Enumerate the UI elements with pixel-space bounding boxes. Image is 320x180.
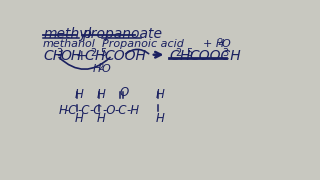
Text: methanol: methanol [43,39,96,49]
Text: -C: -C [77,104,90,117]
Text: 3: 3 [222,48,228,58]
Text: CH: CH [43,49,63,63]
Text: O: O [119,86,128,99]
Text: COOCH: COOCH [189,49,241,63]
Text: 2: 2 [90,48,97,58]
Text: 5: 5 [186,48,192,58]
Text: C: C [169,49,179,63]
Text: 2: 2 [176,48,182,58]
Text: H: H [97,112,106,125]
Text: H: H [97,88,106,101]
Text: propanoate: propanoate [82,27,162,41]
Text: -C: -C [90,104,102,117]
Text: H: H [75,88,84,101]
Text: +: + [76,49,87,63]
Text: methyl: methyl [43,27,92,41]
Text: 2: 2 [98,63,103,72]
Text: COOH: COOH [104,49,146,63]
Text: 2: 2 [218,38,223,47]
Text: H: H [93,64,101,74]
Text: H: H [156,88,164,101]
Text: H: H [156,112,164,125]
Text: -H: -H [127,104,140,117]
Text: H: H [59,104,68,117]
Text: C: C [84,49,94,63]
Text: -C: -C [65,104,77,117]
Text: 3: 3 [56,48,62,58]
Text: H: H [75,112,84,125]
Text: H: H [94,49,105,63]
Text: -C: -C [115,104,127,117]
Text: 5: 5 [100,48,107,58]
Text: -O: -O [102,104,116,117]
Text: H: H [180,49,190,63]
Text: + H: + H [203,39,224,49]
Text: OH: OH [60,49,81,63]
Text: Propanoic acid: Propanoic acid [102,39,184,49]
Text: O: O [221,39,230,49]
Text: O: O [102,64,111,74]
